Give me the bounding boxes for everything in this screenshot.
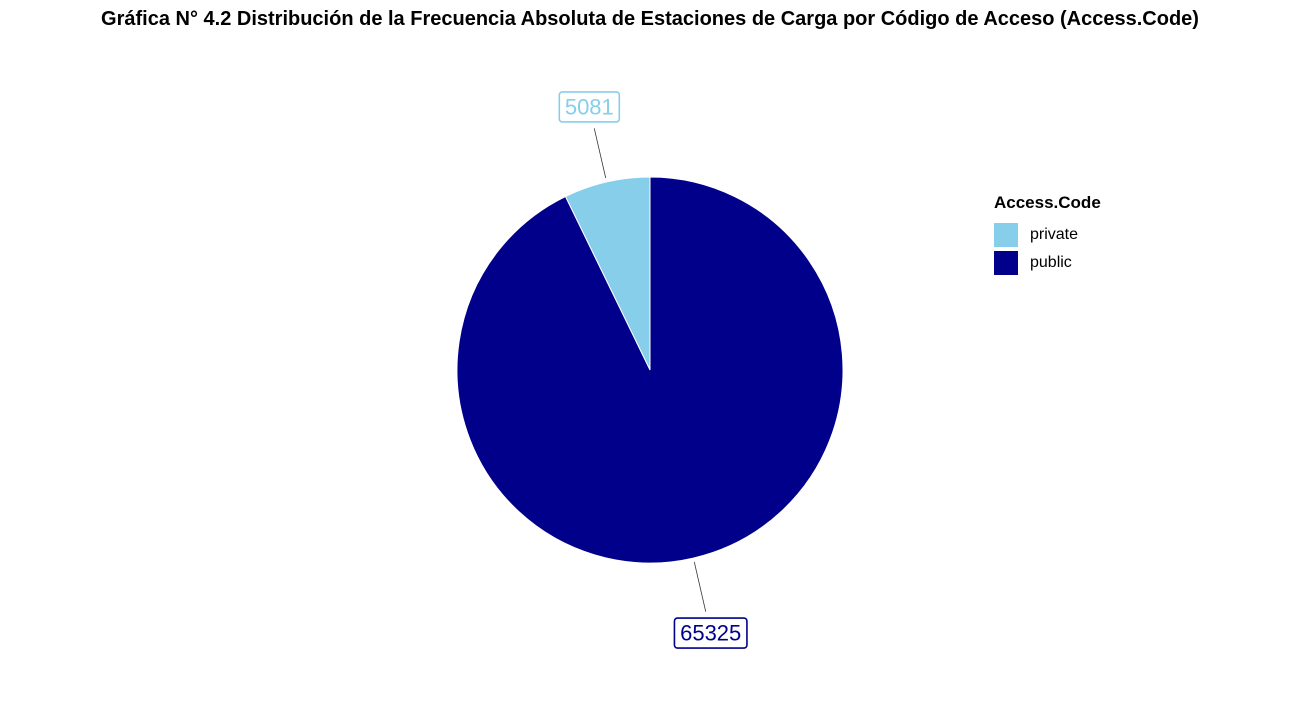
chart-title: Gráfica N° 4.2 Distribución de la Frecue… bbox=[101, 8, 1199, 30]
label-leader-lines bbox=[593, 128, 707, 612]
data-label-private: 5081 bbox=[558, 91, 621, 123]
legend-title: Access.Code bbox=[994, 193, 1101, 212]
pie-slices bbox=[456, 176, 844, 564]
legend-swatch-private bbox=[994, 223, 1018, 247]
legend-label-public: public bbox=[1030, 254, 1072, 271]
legend-label-private: private bbox=[1030, 226, 1079, 243]
legend: Access.Code private public bbox=[994, 193, 1101, 277]
data-label-text-public: 65325 bbox=[680, 621, 741, 646]
data-label-text-private: 5081 bbox=[565, 94, 614, 119]
legend-swatch-public bbox=[994, 251, 1018, 275]
data-label-box-public bbox=[673, 617, 748, 649]
leader-line-public bbox=[693, 561, 707, 612]
legend-item-public: public bbox=[994, 249, 1101, 277]
pie-slice-public bbox=[456, 176, 844, 564]
leader-line-private bbox=[593, 128, 607, 179]
data-label-public: 65325 bbox=[673, 617, 748, 649]
data-label-box-private bbox=[558, 91, 621, 123]
legend-item-private: private bbox=[994, 221, 1101, 249]
data-labels: 5081 65325 bbox=[558, 91, 748, 649]
